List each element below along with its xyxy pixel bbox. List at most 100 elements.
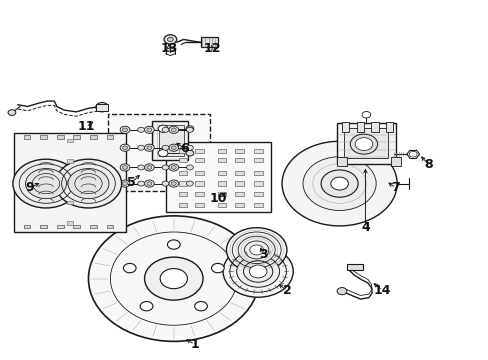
Bar (336, 157, 346, 166)
Bar (254, 181, 263, 186)
Bar (194, 158, 203, 162)
Bar (178, 149, 187, 153)
Circle shape (13, 159, 79, 208)
Bar (57, 225, 63, 228)
Circle shape (226, 228, 286, 272)
Circle shape (186, 127, 193, 132)
Bar (66, 180, 73, 184)
Bar (73, 135, 80, 139)
Circle shape (158, 149, 167, 157)
Bar (390, 157, 400, 166)
Circle shape (238, 236, 275, 264)
Circle shape (122, 166, 127, 169)
Bar (66, 201, 73, 204)
Circle shape (8, 110, 16, 116)
Bar (90, 135, 97, 139)
Circle shape (171, 166, 176, 169)
Bar (344, 128, 387, 158)
Circle shape (120, 164, 130, 171)
Circle shape (123, 264, 136, 273)
Bar (341, 122, 348, 132)
Circle shape (68, 168, 109, 199)
Bar (217, 149, 226, 153)
Bar (66, 139, 73, 142)
Bar (23, 225, 30, 228)
Bar (178, 192, 187, 197)
Circle shape (144, 126, 154, 134)
Circle shape (186, 165, 193, 170)
Circle shape (138, 127, 144, 132)
Circle shape (147, 146, 152, 149)
Circle shape (140, 302, 153, 311)
Circle shape (282, 141, 396, 226)
Circle shape (55, 159, 122, 208)
Bar (234, 171, 243, 175)
Bar (178, 171, 187, 175)
Bar (234, 181, 243, 186)
Text: 2: 2 (282, 284, 291, 297)
Circle shape (171, 182, 176, 185)
Circle shape (168, 144, 178, 151)
Bar (234, 192, 243, 197)
Circle shape (349, 134, 377, 154)
Bar (152, 121, 188, 160)
Circle shape (185, 126, 193, 132)
Circle shape (162, 127, 168, 132)
Text: 12: 12 (203, 41, 221, 54)
Bar (336, 123, 395, 164)
Bar (194, 171, 203, 175)
Circle shape (186, 145, 193, 150)
Text: 7: 7 (390, 181, 399, 194)
Text: 5: 5 (127, 176, 136, 189)
Circle shape (361, 112, 370, 118)
Bar (254, 171, 263, 175)
Circle shape (122, 128, 127, 132)
Bar (14, 134, 126, 232)
Bar (200, 37, 217, 47)
Circle shape (168, 180, 178, 187)
Circle shape (120, 144, 130, 151)
Circle shape (162, 181, 168, 186)
Circle shape (25, 168, 66, 199)
Circle shape (354, 138, 372, 150)
Circle shape (120, 180, 130, 187)
Bar (166, 142, 271, 212)
Circle shape (167, 37, 173, 41)
Circle shape (138, 181, 144, 186)
Bar (254, 149, 263, 153)
Bar (217, 181, 226, 186)
Circle shape (88, 216, 259, 341)
Bar (217, 158, 226, 162)
Bar (40, 225, 47, 228)
Circle shape (147, 182, 152, 185)
Bar (370, 122, 378, 132)
Circle shape (303, 157, 375, 211)
Circle shape (138, 145, 144, 150)
Circle shape (171, 128, 176, 132)
Bar (66, 221, 73, 225)
Circle shape (167, 240, 180, 249)
Circle shape (168, 164, 178, 171)
Bar (106, 225, 113, 228)
Circle shape (147, 166, 152, 169)
Bar (217, 192, 226, 197)
Circle shape (186, 181, 193, 186)
Text: 1: 1 (190, 338, 199, 351)
Circle shape (162, 145, 168, 150)
Bar (217, 171, 226, 175)
Bar (254, 192, 263, 197)
Bar (57, 135, 63, 139)
Text: 4: 4 (360, 221, 369, 234)
Bar (194, 149, 203, 153)
Bar (194, 181, 203, 186)
Text: 11: 11 (77, 121, 95, 134)
Bar (178, 203, 187, 207)
Circle shape (163, 35, 176, 44)
Circle shape (336, 288, 346, 295)
Text: 13: 13 (160, 41, 177, 54)
Circle shape (194, 302, 207, 311)
Circle shape (120, 126, 130, 134)
Bar (178, 158, 187, 162)
Bar (234, 203, 243, 207)
Bar (66, 159, 73, 163)
